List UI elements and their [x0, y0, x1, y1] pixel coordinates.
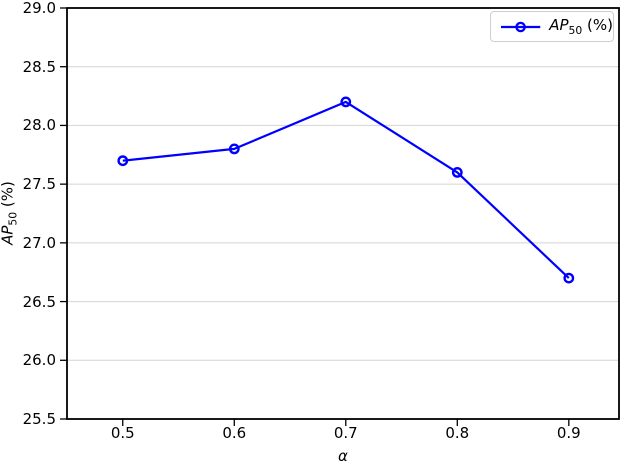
y-tick-label: 28.0: [22, 116, 56, 135]
legend: AP50 (%): [490, 11, 614, 42]
legend-label: AP50 (%): [549, 16, 613, 37]
y-axis-label: AP50 (%): [0, 181, 20, 245]
legend-label-sub: 50: [568, 24, 583, 37]
data-point-marker: [563, 272, 575, 284]
legend-line-marker-icon: [500, 21, 541, 32]
data-point-marker: [340, 96, 352, 108]
data-line: [122, 100, 570, 279]
x-tick-label: 0.6: [222, 424, 247, 442]
legend-label-main: AP: [549, 16, 569, 34]
y-tick-label: 29.0: [22, 0, 56, 17]
x-tick-label: 0.8: [445, 424, 470, 442]
legend-label-rest: (%): [582, 16, 613, 34]
y-tick-label: 26.0: [22, 351, 56, 370]
data-point-marker: [451, 166, 463, 178]
y-axis-label-sub: 50: [6, 211, 20, 226]
y-tick-label: 28.5: [22, 57, 56, 76]
x-axis-label: α: [338, 447, 348, 465]
y-tick-label: 26.5: [22, 292, 56, 311]
y-tick-label: 27.5: [22, 175, 56, 194]
x-tick-label: 0.9: [556, 424, 581, 442]
y-tick-label: 25.5: [22, 410, 56, 428]
data-point-marker: [117, 155, 129, 167]
axes-border: [66, 7, 620, 420]
data-point-marker: [228, 143, 240, 155]
x-tick-label: 0.5: [110, 424, 135, 442]
y-axis-label-rest: (%): [0, 181, 17, 212]
y-axis-label-main: AP: [0, 225, 17, 245]
x-tick-label: 0.7: [333, 424, 358, 442]
legend-marker: [515, 21, 526, 32]
y-tick-label: 27.0: [22, 233, 56, 252]
